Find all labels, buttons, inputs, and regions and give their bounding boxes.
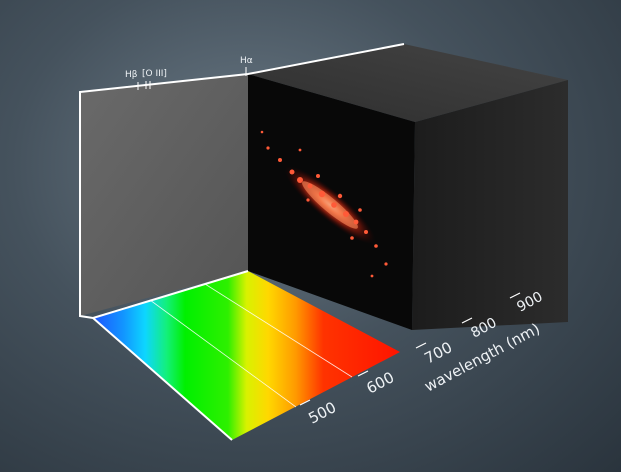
spectrum-guide-lines <box>149 283 353 408</box>
spectrum-floor <box>93 271 400 440</box>
tick-label-500: 500 <box>305 398 339 427</box>
spectral-line-ticks <box>137 67 247 90</box>
frame-lines <box>79 43 405 441</box>
wavelength-axis-ticks <box>299 292 521 406</box>
galaxy-image <box>260 130 388 278</box>
tick-label-600: 600 <box>363 368 397 397</box>
tick-label-700: 700 <box>421 338 455 367</box>
spectral-line-label-halpha: Hα <box>240 56 253 66</box>
back-panel <box>80 74 248 316</box>
cube-top-face <box>248 44 568 122</box>
spectral-line-label-oiii: [O III] <box>142 69 167 79</box>
spectral-line-label-hbeta: Hβ <box>125 70 138 80</box>
cube-side-face <box>412 80 568 330</box>
